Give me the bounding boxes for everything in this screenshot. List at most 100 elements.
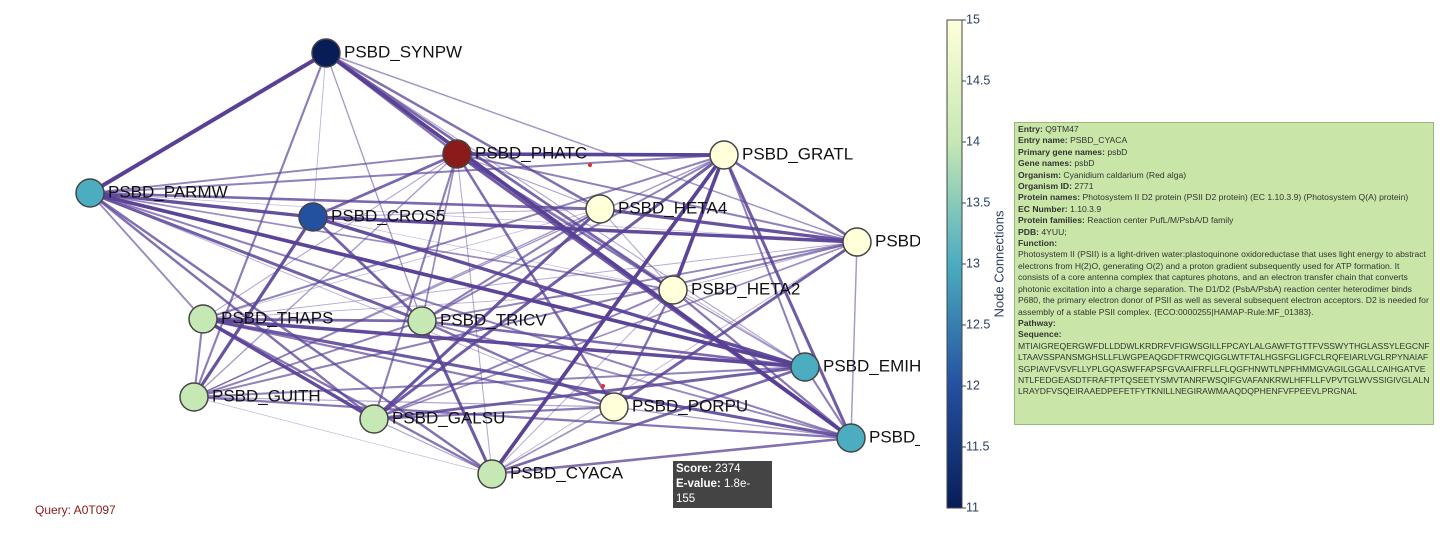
- colorbar-title: Node Connections: [991, 210, 1006, 317]
- edge: [202, 289, 674, 320]
- node: [75, 178, 105, 208]
- info-field: Protein families: Reaction center PufL/M…: [1018, 215, 1430, 226]
- edge: [202, 154, 725, 320]
- edge: [613, 406, 852, 439]
- edge: [491, 406, 615, 475]
- edge: [456, 153, 493, 475]
- info-field: Organism ID: 2771: [1018, 181, 1430, 192]
- edge: [723, 154, 806, 368]
- node: [836, 423, 866, 453]
- node-label: PSBD_SYNPW: [344, 42, 462, 61]
- edge: [312, 215, 423, 323]
- plot-area: PSBD_SYNPW PSBD_PHATC PSBD_GRATL PSBD_PARMW…: [75, 38, 925, 489]
- edge: [373, 405, 615, 421]
- edge: [456, 153, 601, 210]
- edge: [723, 153, 858, 244]
- edge: [421, 208, 601, 322]
- edge: [491, 289, 674, 475]
- colorbar-tick-label: 13: [966, 256, 980, 270]
- colorbar-tick-label: 14: [966, 134, 980, 148]
- edge: [456, 152, 852, 440]
- info-value: 2771: [1074, 181, 1094, 192]
- edge: [89, 192, 375, 420]
- edge: [89, 192, 674, 291]
- edge: [373, 365, 806, 421]
- info-value: Photosystem II D2 protein (PSII D2 prote…: [1082, 192, 1409, 203]
- info-value: 1.10.3.9: [1070, 203, 1102, 214]
- edge: [421, 153, 458, 322]
- node-label: PSBD_TRICV: [440, 310, 547, 329]
- edges: [88, 51, 858, 476]
- edge: [89, 192, 615, 408]
- edge: [456, 153, 858, 243]
- edge: [89, 192, 858, 243]
- info-label: Organism:: [1018, 169, 1061, 180]
- info-value: Q9TM47: [1045, 124, 1079, 134]
- tooltip-row: E-value: 1.8e-155: [676, 477, 769, 507]
- info-label: Protein families:: [1018, 215, 1085, 226]
- edge: [421, 320, 852, 439]
- edge: [312, 215, 858, 244]
- edge: [193, 241, 858, 398]
- edge: [420, 320, 494, 475]
- edge: [193, 365, 806, 399]
- node-label: PSBD_GALSU: [392, 408, 505, 427]
- tooltip-row: Score: 2374: [676, 462, 769, 477]
- tooltip-row: Identity: 96.9: [676, 507, 769, 522]
- node-label: PSBD_: [869, 427, 925, 446]
- edge: [89, 191, 493, 476]
- node-label: PSBD: [875, 231, 921, 250]
- query-label: Query: A0T097: [35, 503, 116, 517]
- sequence-text: MTIAIGREQERGWFDLLDDWLKRDRFVFIGWSGILLFPCA…: [1018, 340, 1430, 397]
- info-label: Primary gene names:: [1018, 146, 1105, 157]
- edge: [372, 153, 459, 420]
- edge: [312, 208, 601, 218]
- edge: [672, 289, 806, 368]
- info-label: Organism ID:: [1018, 181, 1072, 192]
- edge: [373, 153, 725, 421]
- colorbar-tick-label: 14.5: [966, 73, 990, 87]
- info-field: Gene names: psbD: [1018, 158, 1430, 169]
- info-label: EC Number:: [1018, 203, 1068, 214]
- info-field: Organism: Cyanidium caldarium (Red alga): [1018, 170, 1430, 181]
- edge: [202, 317, 375, 421]
- edge: [373, 418, 493, 475]
- edge: [325, 52, 423, 322]
- edge: [193, 396, 615, 408]
- colorbar-tick-label: 12.5: [966, 317, 990, 331]
- info-field: Entry name: PSBD_CYACA: [1018, 135, 1430, 146]
- edge: [89, 191, 601, 211]
- edge: [613, 240, 858, 409]
- edge: [421, 319, 806, 369]
- edge: [491, 365, 806, 476]
- edge: [373, 289, 674, 420]
- node-label: PSBD_CROS5: [331, 206, 445, 225]
- info-label: Gene names:: [1018, 158, 1072, 169]
- info-label: Entry:: [1018, 124, 1043, 134]
- edge: [202, 317, 852, 440]
- colorbar-tick-label: 11: [966, 500, 979, 514]
- node-label: PSBD_HETA2: [691, 279, 800, 298]
- edge: [193, 395, 852, 440]
- edge: [88, 51, 328, 195]
- node-label: PSBD_PARMW: [108, 182, 228, 201]
- node-label: PSBD_GUITH: [212, 386, 321, 405]
- marker-dot: [588, 163, 592, 167]
- network-graph: PSBD_SYNPW PSBD_PHATC PSBD_GRATL PSBD_PARMW…: [75, 12, 1006, 514]
- node: [311, 38, 341, 68]
- colorbar: Node Connections 11 11.5 12 12.5 13 13.5 14 14.…: [946, 12, 1006, 514]
- edge: [89, 192, 852, 439]
- info-value: Cyanidium caldarium (Red alga): [1063, 169, 1187, 180]
- colorbar-scale: [946, 19, 963, 509]
- node-label: PSBD_THAPS: [221, 308, 333, 327]
- edge: [491, 436, 852, 476]
- info-field: Protein names: Photosystem II D2 protein…: [1018, 192, 1430, 203]
- edge: [193, 396, 493, 475]
- node: [599, 392, 629, 422]
- tooltip-value: 1.8e-155: [676, 478, 751, 505]
- node: [407, 306, 437, 336]
- node-label: PSBD_PHATC: [475, 143, 587, 162]
- node: [585, 194, 615, 224]
- tooltip-label: Score:: [676, 463, 712, 475]
